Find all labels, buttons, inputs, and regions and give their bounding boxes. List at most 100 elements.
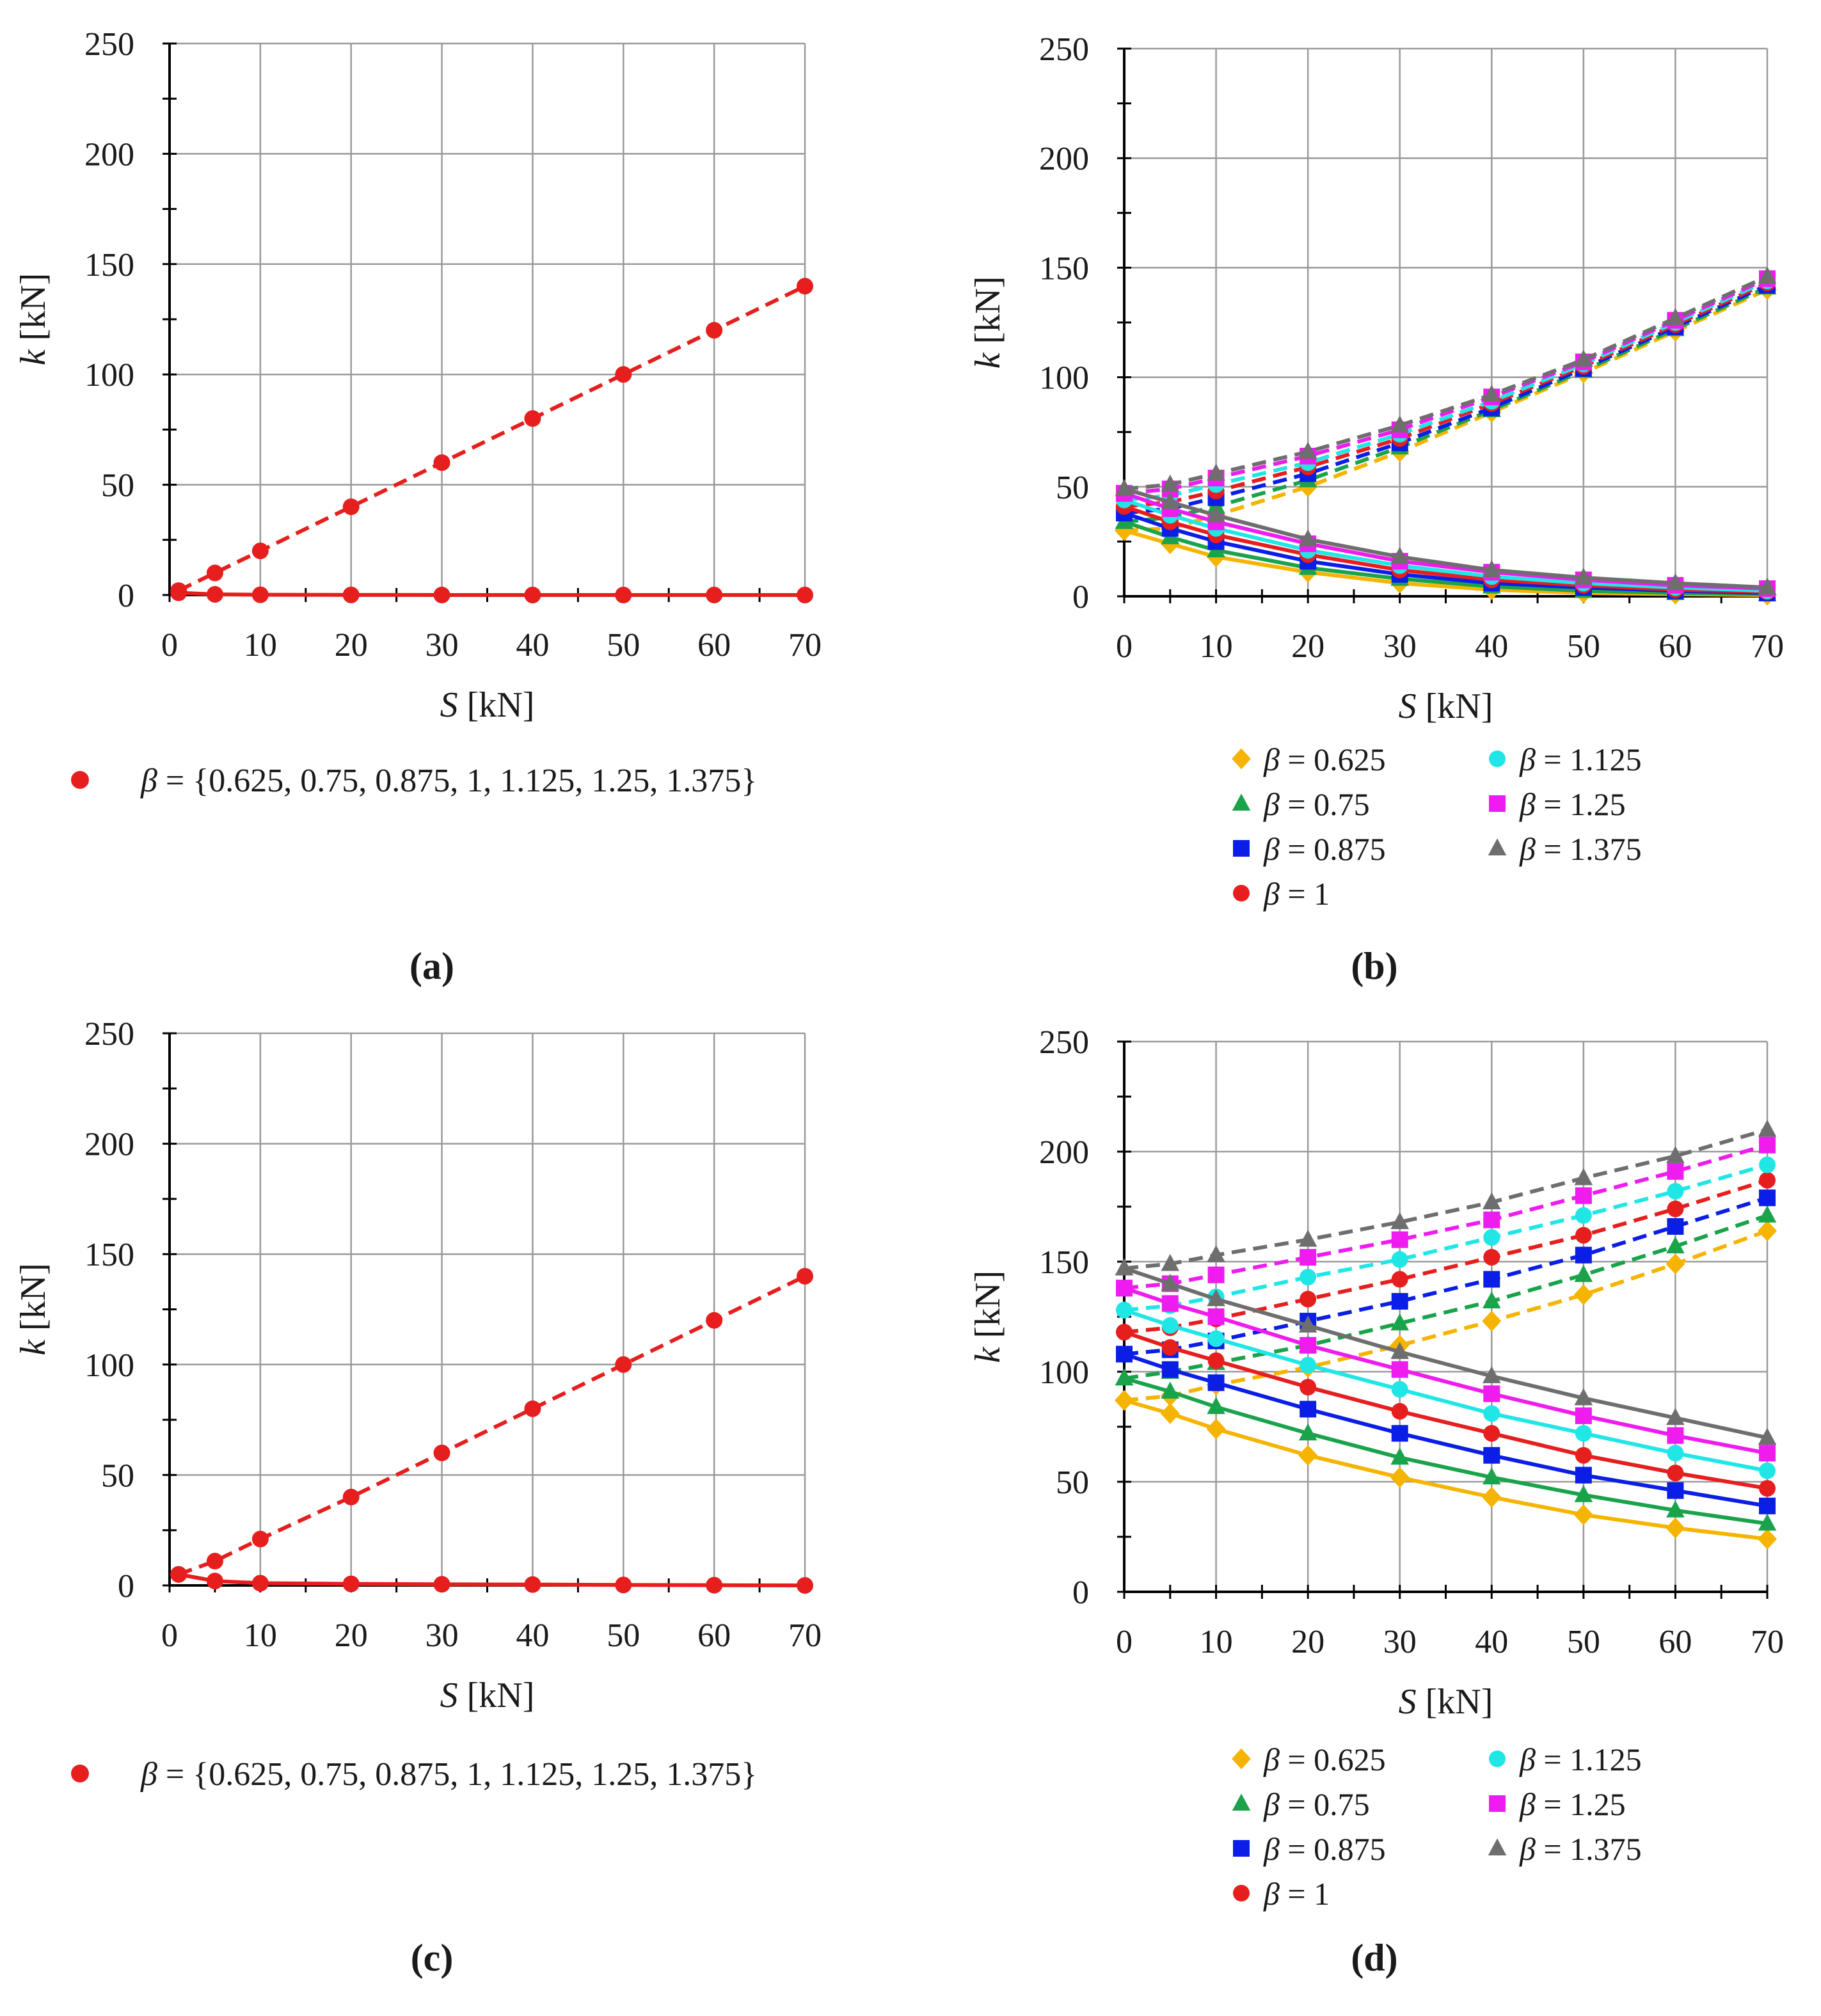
data-point-marker bbox=[1575, 1466, 1592, 1484]
data-point-marker bbox=[1666, 1500, 1685, 1518]
x-tick-label: 10 bbox=[244, 627, 277, 663]
data-point-marker bbox=[1161, 1295, 1179, 1312]
data-point-marker bbox=[1161, 1381, 1180, 1399]
y-axis-title-unit: [kN] bbox=[13, 273, 53, 350]
data-point-marker bbox=[1390, 546, 1410, 564]
data-point-marker bbox=[1207, 505, 1225, 523]
data-point-marker bbox=[1300, 1379, 1317, 1396]
legend-label: β = 1 bbox=[1263, 1876, 1330, 1912]
x-tick-label: 20 bbox=[1291, 1624, 1324, 1660]
legend-beta-symbol: β bbox=[1263, 876, 1280, 912]
data-point-marker bbox=[1759, 1480, 1776, 1497]
data-point-marker bbox=[206, 564, 223, 582]
data-point-marker bbox=[1390, 1313, 1410, 1331]
x-tick-label: 30 bbox=[425, 627, 459, 663]
data-point-marker bbox=[1667, 1482, 1684, 1499]
y-tick-label: 250 bbox=[1039, 1024, 1089, 1061]
data-point-marker bbox=[706, 587, 723, 603]
legend-marker bbox=[1489, 750, 1506, 767]
x-tick-label: 20 bbox=[335, 1617, 368, 1654]
y-tick-label: 100 bbox=[1039, 1354, 1089, 1391]
legend-label: β = {0.625, 0.75, 0.875, 1, 1.125, 1.25,… bbox=[140, 1756, 757, 1793]
y-axis-title: k [kN] bbox=[13, 1263, 53, 1356]
data-point-marker bbox=[1759, 1445, 1776, 1462]
data-point-marker bbox=[1207, 1330, 1225, 1347]
data-point-marker bbox=[1758, 1220, 1777, 1242]
legend-text: = 1 bbox=[1280, 876, 1330, 912]
data-point-marker bbox=[1483, 1271, 1500, 1288]
legend-label: β = {0.625, 0.75, 0.875, 1, 1.125, 1.25,… bbox=[140, 763, 757, 799]
y-tick-label: 150 bbox=[1039, 1244, 1089, 1281]
data-point-marker bbox=[1574, 1265, 1593, 1282]
y-tick-label: 250 bbox=[1039, 31, 1089, 68]
panel-caption: (d) bbox=[1351, 1937, 1397, 1979]
x-axis-title-symbol: S bbox=[440, 685, 458, 725]
data-point-marker bbox=[1298, 441, 1317, 459]
data-point-marker bbox=[342, 586, 360, 603]
legend-text: = 1.25 bbox=[1536, 1786, 1626, 1822]
y-tick-label: 0 bbox=[118, 1568, 134, 1605]
data-point-marker bbox=[1300, 1249, 1317, 1266]
legend-marker bbox=[1232, 1793, 1251, 1811]
legend-label: β = 1.25 bbox=[1519, 786, 1626, 822]
legend-text: = 1.375 bbox=[1536, 1831, 1642, 1867]
data-point-marker bbox=[1574, 349, 1593, 367]
legend-beta-symbol: β bbox=[140, 763, 157, 799]
legend-label: β = 1.375 bbox=[1519, 1831, 1642, 1867]
x-tick-label: 50 bbox=[1567, 1624, 1600, 1660]
dashed-series-line bbox=[1124, 1143, 1768, 1290]
y-axis-title-symbol: k bbox=[968, 1346, 1008, 1363]
data-point-marker bbox=[1115, 479, 1134, 496]
data-point-marker bbox=[1482, 1291, 1501, 1308]
legend-beta-symbol: β bbox=[1263, 1831, 1280, 1867]
data-point-marker bbox=[342, 1575, 360, 1592]
legend-beta-symbol: β bbox=[1263, 742, 1280, 777]
x-tick-label: 60 bbox=[1658, 1624, 1692, 1660]
y-tick-label: 150 bbox=[84, 247, 134, 283]
x-tick-label: 40 bbox=[1475, 628, 1508, 665]
data-point-marker bbox=[1115, 1258, 1134, 1276]
axis-ticks bbox=[163, 42, 806, 602]
data-point-marker bbox=[1573, 1284, 1593, 1305]
data-point-marker bbox=[1575, 1187, 1592, 1204]
legend-beta-symbol: β bbox=[1263, 1786, 1280, 1822]
data-point-marker bbox=[1391, 1231, 1408, 1248]
legend-label: β = 0.75 bbox=[1263, 1786, 1370, 1822]
legend-text: = 1.375 bbox=[1536, 831, 1642, 867]
data-point-marker bbox=[170, 584, 187, 601]
x-tick-label: 70 bbox=[788, 1617, 822, 1654]
data-point-marker bbox=[706, 1576, 723, 1594]
data-point-marker bbox=[1758, 577, 1777, 595]
data-point-marker bbox=[1207, 1245, 1225, 1262]
x-tick-label: 30 bbox=[425, 1617, 459, 1654]
y-axis-title-unit: [kN] bbox=[968, 276, 1008, 353]
data-point-marker bbox=[1482, 1467, 1501, 1485]
data-point-marker bbox=[1666, 1408, 1685, 1425]
legend-beta-symbol: β bbox=[1519, 786, 1536, 822]
legend-marker bbox=[1232, 793, 1251, 811]
data-point-marker bbox=[1483, 1249, 1500, 1266]
x-tick-label: 20 bbox=[335, 627, 368, 663]
series-6 bbox=[1115, 1120, 1777, 1445]
legend-marker bbox=[1233, 1840, 1250, 1857]
data-point-marker bbox=[1483, 1425, 1500, 1442]
data-point-marker bbox=[1391, 1271, 1408, 1288]
x-tick-label: 50 bbox=[1567, 628, 1600, 665]
data-point-marker bbox=[1759, 1156, 1776, 1173]
x-axis-title-unit: [kN] bbox=[458, 685, 535, 725]
legend-beta-symbol: β bbox=[1519, 742, 1536, 777]
y-axis-title-unit: [kN] bbox=[13, 1263, 53, 1340]
x-tick-label: 0 bbox=[1116, 628, 1133, 665]
data-point-marker bbox=[1300, 1269, 1317, 1286]
x-tick-label: 40 bbox=[516, 1617, 549, 1654]
data-point-marker bbox=[1116, 1324, 1133, 1341]
y-tick-label: 250 bbox=[84, 26, 134, 63]
data-point-marker bbox=[1482, 1486, 1502, 1508]
data-point-marker bbox=[706, 322, 723, 339]
data-point-marker bbox=[1482, 560, 1501, 577]
data-point-marker bbox=[1759, 1497, 1776, 1514]
legend-marker bbox=[1488, 1838, 1507, 1856]
